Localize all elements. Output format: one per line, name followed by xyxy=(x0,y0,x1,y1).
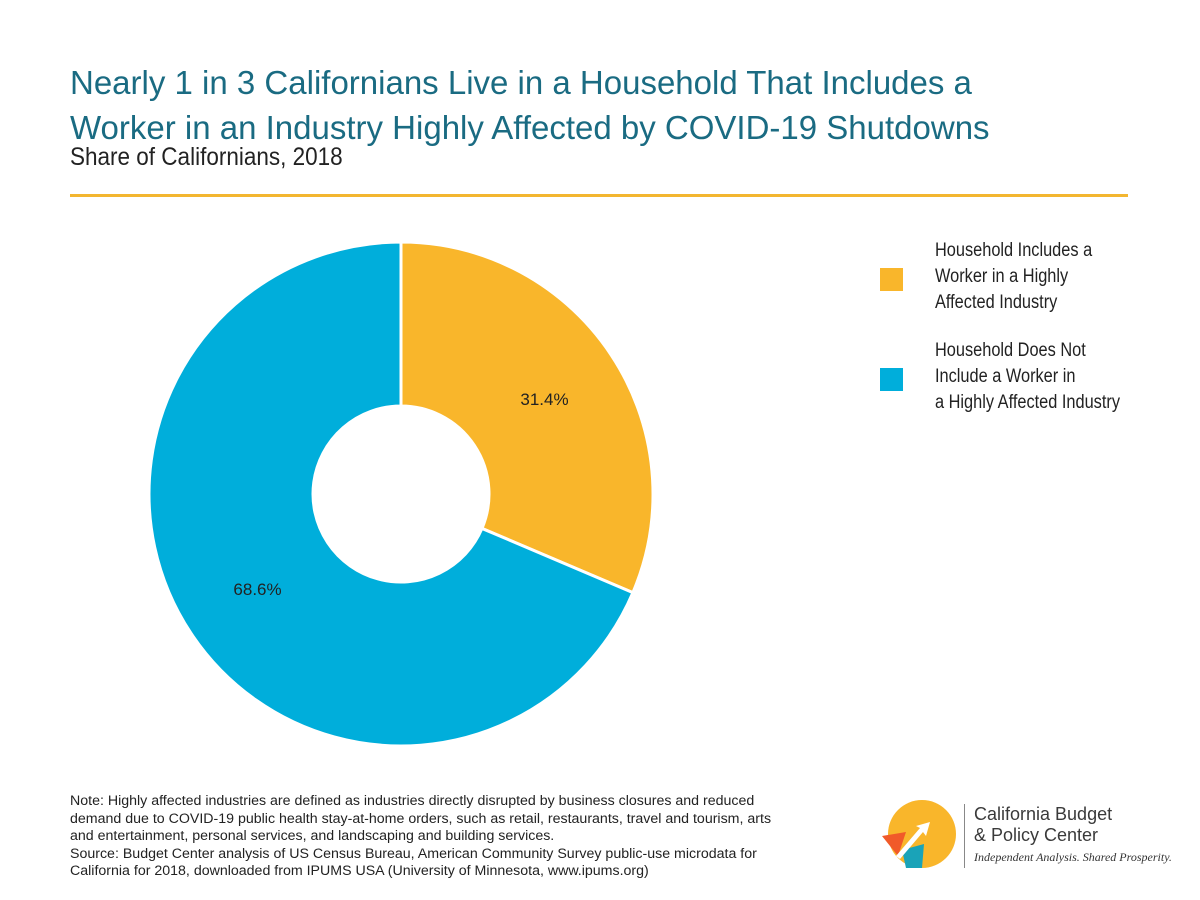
legend-item-not-affected: Household Does Not Include a Worker in a… xyxy=(880,338,1160,416)
donut-slice-1 xyxy=(399,240,655,595)
title-divider xyxy=(70,194,1128,197)
note-line: Note: Highly affected industries are def… xyxy=(70,793,755,809)
logo-divider xyxy=(964,804,965,868)
legend-swatch-affected xyxy=(880,268,903,291)
logo-mark-icon xyxy=(882,800,956,868)
legend-label-affected: Household Includes a Worker in a Highly … xyxy=(935,240,1093,313)
note-line: and entertainment, personal services, an… xyxy=(70,828,555,845)
legend-swatch-not-affected xyxy=(880,368,903,391)
chart-title-line-2: Worker in an Industry Highly Affected by… xyxy=(70,109,990,147)
logo-name-line-2: & Policy Center xyxy=(974,825,1099,845)
chart-subtitle: Share of Californians, 2018 xyxy=(70,143,343,171)
legend-label-not-affected: Household Does Not Include a Worker in a… xyxy=(935,340,1120,413)
logo-name-line-1: California Budget xyxy=(974,804,1113,824)
chart-title-line-1: Nearly 1 in 3 Californians Live in a Hou… xyxy=(70,64,972,102)
donut-slice-2 xyxy=(147,240,635,748)
note-line: demand due to COVID-19 public health sta… xyxy=(70,810,772,827)
donut-slice-labels: 31.4% 68.6% xyxy=(233,390,568,599)
donut-slice-label-2: 68.6% xyxy=(233,580,281,599)
logo-tagline: Independent Analysis. Shared Prosperity. xyxy=(974,850,1172,864)
logo-text: California Budget & Policy Center Indepe… xyxy=(974,804,1172,865)
donut-slices xyxy=(147,240,655,748)
legend-item-affected: Household Includes a Worker in a Highly … xyxy=(880,238,1160,316)
chart-title: Nearly 1 in 3 Californians Live in a Hou… xyxy=(70,60,1150,150)
chart-notes: Note: Highly affected industries are def… xyxy=(70,793,830,881)
source-line: Source: Budget Center analysis of US Cen… xyxy=(70,845,757,862)
source-line: California for 2018, downloaded from IPU… xyxy=(70,863,649,880)
chart-legend: Household Includes a Worker in a Highly … xyxy=(880,238,1160,438)
organization-logo: California Budget & Policy Center Indepe… xyxy=(876,798,1176,878)
donut-slice-label-1: 31.4% xyxy=(520,390,568,409)
